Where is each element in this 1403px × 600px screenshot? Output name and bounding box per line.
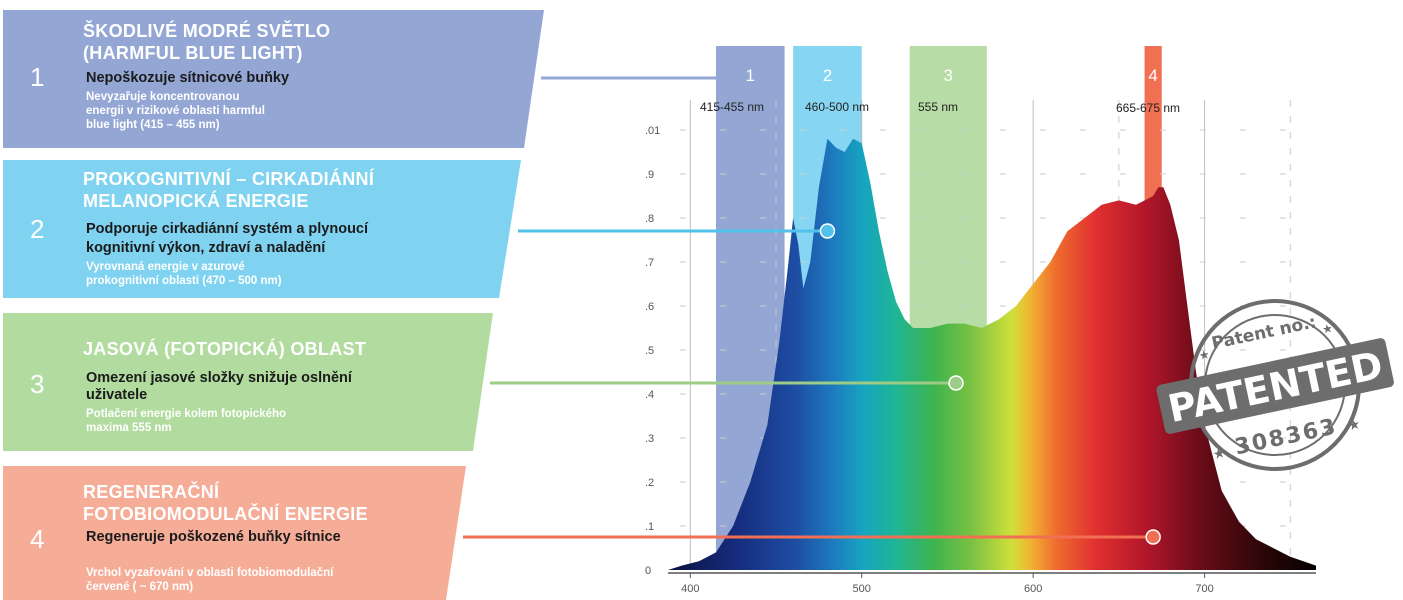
panel-4: 4 REGENERAČNÍ FOTOBIOMODULAČNÍ ENERGIE R…: [3, 466, 466, 600]
connector-dot-3: [948, 375, 964, 391]
panel-1-subtitle: Nepoškozuje sítnicové buňky: [86, 70, 290, 86]
panel-1-desc-line1: Nevyzařuje koncentrovanou: [86, 91, 240, 103]
y-tick-label-8: .8: [645, 213, 654, 225]
x-tick-label-500: 500: [853, 583, 871, 595]
connector-dot-4: [1145, 529, 1161, 545]
band-range-label-3: 555 nm: [918, 100, 958, 114]
panel-3-desc-line2: maxima 555 nm: [86, 422, 172, 434]
band-range-label-4: 665-675 nm: [1116, 101, 1180, 115]
y-tick-label-7: .7: [645, 257, 654, 269]
panel-4-number: 4: [30, 524, 45, 554]
panel-4-subtitle: Regeneruje poškozené buňky sítnice: [86, 529, 341, 545]
y-tick-label-3: .3: [645, 433, 654, 445]
band-number-1: 1: [746, 66, 755, 85]
spectrum-area: [668, 138, 1316, 571]
panel-1-shape: [3, 10, 544, 148]
band-number-2: 2: [823, 66, 832, 85]
panel-3-subtitle-line1: Omezení jasové složky snižuje oslnění: [86, 370, 352, 386]
panel-4-shape: [3, 466, 466, 600]
panel-3: 3 JASOVÁ (FOTOPICKÁ) OBLAST Omezení jaso…: [3, 313, 493, 451]
panel-2-subtitle-line1: Podporuje cirkadiánní systém a plynoucí: [86, 221, 369, 237]
panel-1-title-line2: (HARMFUL BLUE LIGHT): [83, 43, 303, 63]
panel-2-desc-line1: Vyrovnaná energie v azurové: [86, 261, 245, 273]
panel-2-background: [3, 160, 521, 298]
panel-2-desc-line2: prokognitivní oblasti (470 – 500 nm): [86, 275, 282, 287]
y-tick-label-1: .1: [645, 521, 654, 533]
panel-2-shape: [3, 160, 521, 298]
x-tick-label-400: 400: [681, 583, 699, 595]
panel-2-number: 2: [30, 214, 45, 244]
y-tick-label-2: .2: [645, 477, 654, 489]
panel-3-background: [3, 313, 493, 451]
band-range-label-2: 460-500 nm: [805, 100, 869, 114]
y-tick-label-5: .5: [645, 345, 654, 357]
panel-4-title-line1: REGENERAČNÍ: [83, 482, 220, 502]
stamp-star-right: ★: [1346, 415, 1362, 433]
band-number-3: 3: [944, 66, 953, 85]
panel-1: 1 ŠKODLIVÉ MODRÉ SVĚTLO (HARMFUL BLUE LI…: [3, 10, 544, 148]
y-tick-label-4: .4: [645, 389, 654, 401]
panel-3-subtitle-line2: uživatele: [86, 387, 148, 403]
band-range-label-1: 415-455 nm: [700, 100, 764, 114]
stamp-star-top-right: ★: [1321, 321, 1334, 337]
connector-layer: [463, 76, 1161, 545]
panel-1-title-line1: ŠKODLIVÉ MODRÉ SVĚTLO: [83, 21, 331, 41]
panel-3-title: JASOVÁ (FOTOPICKÁ) OBLAST: [83, 339, 367, 359]
panel-2-title-line2: MELANOPICKÁ ENERGIE: [83, 191, 309, 211]
panel-1-background: [3, 10, 544, 148]
axis-layer: 400 500 600 700 0 .1 .2 .3 .4 .5 .6 .7 .8 .9 .01: [645, 125, 1316, 595]
patent-stamp: Patent no.: PATENTED 308363 ★ ★ ★ ★: [1156, 299, 1394, 471]
connector-dot-2: [819, 223, 836, 239]
band-labels-layer: 1 2 3 4 415-455 nm 460-500 nm 555 nm 665-675 nm: [700, 66, 1180, 115]
panel-4-desc-line1: Vrchol vyzařování v oblasti fotobiomodul…: [86, 567, 334, 579]
panel-3-shape: [3, 313, 493, 451]
panel-4-desc-line2: červené ( ~ 670 nm): [86, 581, 194, 593]
panel-4-title-line2: FOTOBIOMODULAČNÍ ENERGIE: [83, 504, 368, 524]
band-number-4: 4: [1148, 66, 1157, 85]
y-tick-label-0: 0: [645, 565, 651, 577]
panel-1-number: 1: [30, 62, 45, 92]
panel-2-title-line1: PROKOGNITIVNÍ – CIRKADIÁNNÍ: [83, 169, 375, 189]
stamp-star-top-left: ★: [1198, 347, 1211, 363]
panel-2: 2 PROKOGNITIVNÍ – CIRKADIÁNNÍ MELANOPICK…: [3, 160, 521, 298]
stamp-banner: [1156, 338, 1394, 434]
panel-1-desc-line2: energii v rizikové oblasti harmful: [86, 105, 265, 117]
x-tick-label-700: 700: [1195, 583, 1213, 595]
y-tick-label-10: .01: [645, 125, 660, 137]
panel-4-background: [3, 466, 466, 600]
stamp-star-left: ★: [1211, 444, 1227, 462]
x-tick-label-600: 600: [1024, 583, 1042, 595]
panel-3-desc-line1: Potlačení energie kolem fotopického: [86, 408, 287, 420]
panel-1-desc-line3: blue light (415 – 455 nm): [86, 119, 220, 131]
panel-3-number: 3: [30, 369, 45, 399]
y-tick-label-9: .9: [645, 169, 654, 181]
panel-2-subtitle-line2: kognitivní výkon, zdraví a naladění: [86, 240, 326, 256]
y-tick-label-6: .6: [645, 301, 654, 313]
